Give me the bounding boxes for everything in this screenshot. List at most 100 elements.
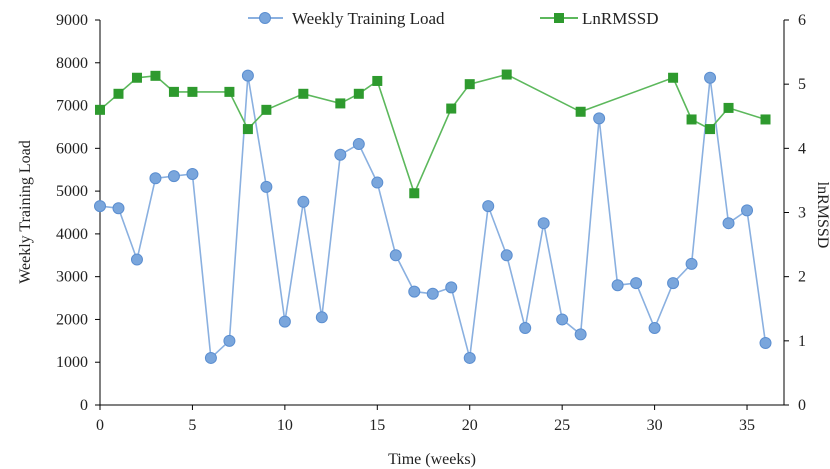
data-point-training-load <box>574 328 587 341</box>
axes <box>99 20 785 406</box>
data-point-training-load <box>685 257 698 270</box>
y2-tick-label: 0 <box>798 397 806 414</box>
series-line-0 <box>99 75 767 360</box>
data-point-training-load <box>260 180 273 193</box>
data-point-training-load <box>315 311 328 324</box>
data-point-training-load <box>186 168 199 180</box>
data-point-training-load <box>112 202 125 215</box>
x-tick-label: 5 <box>188 417 196 434</box>
series-lines <box>99 73 767 360</box>
y-tick-label: 6000 <box>56 140 88 157</box>
data-point-training-load <box>352 138 365 151</box>
y2-tick-label: 6 <box>798 12 806 29</box>
data-point-training-load <box>722 217 735 230</box>
series-points <box>94 69 772 364</box>
data-point-lnrmssd <box>150 70 161 81</box>
data-point-lnrmssd <box>168 86 179 97</box>
data-point-lnrmssd <box>705 124 716 135</box>
data-point-training-load <box>537 217 550 230</box>
data-point-training-load <box>334 148 347 161</box>
y2-tick-label: 1 <box>798 333 806 350</box>
data-point-training-load <box>130 253 143 266</box>
y2-tick-label: 2 <box>798 269 806 286</box>
data-point-training-load <box>667 277 680 290</box>
y2-tick-label: 5 <box>798 76 806 93</box>
data-point-lnrmssd <box>575 106 586 117</box>
data-point-lnrmssd <box>187 86 198 97</box>
data-point-lnrmssd <box>242 124 253 135</box>
data-point-lnrmssd <box>95 104 105 115</box>
legend-lnrmssd-label: LnRMSSD <box>582 9 659 28</box>
data-point-lnrmssd <box>686 114 697 125</box>
data-point-lnrmssd <box>760 114 771 125</box>
data-point-training-load <box>241 69 254 82</box>
data-point-training-load <box>759 336 772 349</box>
y-tick-label: 3000 <box>56 269 88 286</box>
data-point-training-load <box>223 334 236 347</box>
data-point-lnrmssd <box>464 79 475 90</box>
data-point-training-load <box>741 204 754 217</box>
series-line-1 <box>99 73 766 196</box>
x-tick-label: 0 <box>96 417 104 434</box>
data-point-lnrmssd <box>261 104 272 115</box>
data-point-lnrmssd <box>353 88 364 99</box>
y2-tick-label: 4 <box>798 140 806 157</box>
data-point-training-load <box>278 315 291 328</box>
y-tick-label: 4000 <box>56 226 88 243</box>
x-tick-label: 15 <box>369 417 385 434</box>
data-point-training-load <box>389 249 402 262</box>
data-point-training-load <box>500 249 513 262</box>
legend-item-lnrmssd: LnRMSSD <box>540 9 659 28</box>
data-point-training-load <box>167 170 180 183</box>
data-point-lnrmssd <box>501 69 512 80</box>
data-point-training-load <box>371 176 384 189</box>
data-point-training-load <box>94 200 106 213</box>
data-point-lnrmssd <box>113 88 124 99</box>
legend-training-load-label: Weekly Training Load <box>292 9 445 28</box>
data-point-training-load <box>611 279 624 292</box>
y-tick-label: 8000 <box>56 55 88 72</box>
data-point-training-load <box>482 200 495 213</box>
legend: Weekly Training Load LnRMSSD <box>248 9 659 28</box>
data-point-training-load <box>204 351 217 364</box>
data-point-lnrmssd <box>131 72 142 83</box>
x-axis-title: Time (weeks) <box>388 451 476 468</box>
y-tick-label: 5000 <box>56 183 88 200</box>
y-tick-label: 1000 <box>56 354 88 371</box>
data-point-lnrmssd <box>668 72 679 83</box>
legend-item-training-load: Weekly Training Load <box>248 9 445 28</box>
y-axis-title: Weekly Training Load <box>17 140 34 284</box>
x-tick-label: 35 <box>739 417 755 434</box>
data-point-training-load <box>297 195 310 208</box>
data-point-lnrmssd <box>372 75 383 86</box>
x-tick-label: 25 <box>554 417 570 434</box>
data-point-training-load <box>463 351 476 364</box>
y2-tick-label: 3 <box>798 205 806 222</box>
y-tick-label: 0 <box>80 397 88 414</box>
data-point-lnrmssd <box>409 188 420 199</box>
data-point-training-load <box>149 172 162 185</box>
data-point-lnrmssd <box>224 86 235 97</box>
data-point-training-load <box>408 285 421 298</box>
data-point-training-load <box>445 281 458 294</box>
x-tick-label: 10 <box>277 417 293 434</box>
data-point-training-load <box>593 112 606 125</box>
x-tick-label: 20 <box>462 417 478 434</box>
data-point-lnrmssd <box>298 88 309 99</box>
legend-training-load-marker <box>259 12 271 24</box>
data-point-training-load <box>648 322 661 334</box>
y2-axis-title: lnRMSSD <box>814 182 830 249</box>
data-point-training-load <box>426 287 439 300</box>
data-point-training-load <box>630 277 643 290</box>
y-tick-label: 2000 <box>56 311 88 328</box>
ticks: 0 5 10 15 20 25 30 3501000200030004000500060007… <box>56 12 806 434</box>
data-point-lnrmssd <box>723 102 734 113</box>
data-point-training-load <box>556 313 569 326</box>
y-tick-label: 7000 <box>56 98 88 115</box>
data-point-lnrmssd <box>335 98 346 109</box>
x-tick-label: 30 <box>647 417 663 434</box>
y-tick-label: 9000 <box>56 12 88 29</box>
data-point-lnrmssd <box>446 103 457 114</box>
